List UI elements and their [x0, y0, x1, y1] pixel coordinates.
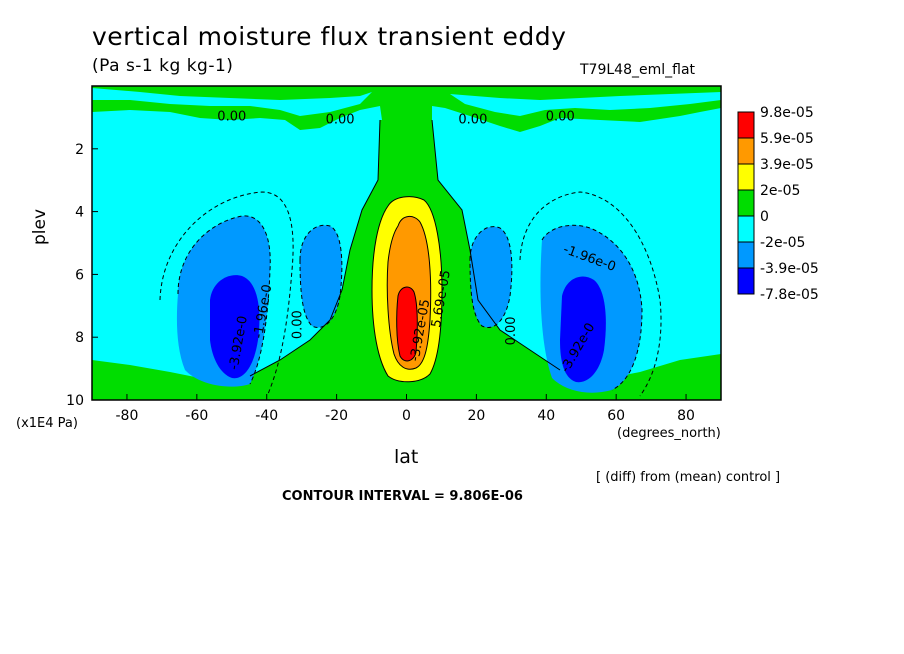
colorbar-label: 9.8e-05 — [760, 105, 814, 121]
plot-area — [92, 86, 721, 400]
positive-contours — [249, 119, 561, 383]
x-tick-label: 0 — [402, 408, 411, 424]
colorbar-label: 5.9e-05 — [760, 131, 814, 147]
colorbar-label: -3.9e-05 — [760, 261, 819, 277]
y-tick-label: 10 — [66, 393, 84, 409]
x-tick-label: -40 — [255, 408, 278, 424]
fill-deepblue-left — [210, 275, 260, 379]
y-tick-label: 8 — [75, 330, 84, 346]
x-axis-unit: (degrees_north) — [617, 426, 721, 441]
colorbar-swatch — [737, 267, 755, 295]
contour-interval: CONTOUR INTERVAL = 9.806E-06 — [282, 489, 523, 504]
y-tick-label: 6 — [75, 267, 84, 283]
colorbar-swatch — [737, 189, 755, 217]
x-tick-label: 20 — [467, 408, 485, 424]
contour-label: 0.00 — [326, 113, 355, 128]
negative-contours — [159, 191, 662, 397]
colorbar-label: -7.8e-05 — [760, 287, 819, 303]
y-axis-ticks: 2 4 6 8 10 — [66, 142, 98, 409]
colorbar-swatch — [737, 163, 755, 191]
contour-label: 0.00 — [458, 113, 487, 128]
fill-red-core — [396, 287, 418, 361]
colorbar-label: 0 — [760, 209, 769, 225]
fill-cyan-top-right — [450, 92, 721, 116]
colorbar-swatch — [737, 215, 755, 243]
x-tick-label: 80 — [677, 408, 695, 424]
x-tick-label: -80 — [116, 408, 139, 424]
contour-label: 0.00 — [504, 316, 519, 345]
colorbar-swatch — [737, 241, 755, 269]
x-tick-label: -20 — [325, 408, 348, 424]
contour-label: 0.00 — [291, 310, 306, 339]
x-axis-ticks: -80 -60 -40 -20 0 20 40 60 80 — [116, 394, 695, 424]
y-tick-label: 2 — [75, 142, 84, 158]
y-tick-label: 4 — [75, 205, 84, 221]
x-tick-label: 40 — [537, 408, 555, 424]
colorbar: 9.8e-05 5.9e-05 3.9e-05 2e-05 0 -2e-05 -3.9e-0… — [737, 105, 819, 303]
run-name: T79L48_eml_flat — [580, 62, 696, 78]
colorbar-swatch — [737, 137, 755, 165]
colorbar-swatch — [737, 111, 755, 139]
fill-blue-mid-left — [300, 225, 342, 328]
fill-cyan-top-left — [92, 88, 372, 116]
chart-title: vertical moisture flux transient eddy — [92, 22, 567, 51]
x-tick-label: -60 — [185, 408, 208, 424]
colorbar-label: -2e-05 — [760, 235, 805, 251]
y-axis-unit: (x1E4 Pa) — [16, 416, 78, 431]
contour-label: 0.00 — [217, 110, 246, 125]
contour-label: 0.00 — [546, 110, 575, 125]
colorbar-label: 3.9e-05 — [760, 157, 814, 173]
colorbar-label: 2e-05 — [760, 183, 800, 199]
x-tick-label: 60 — [607, 408, 625, 424]
fill-deepblue-right — [560, 276, 606, 383]
fill-blue-mid-right — [470, 226, 512, 328]
diff-note: [ (diff) from (mean) control ] — [596, 470, 781, 485]
x-axis-label: lat — [394, 446, 419, 468]
chart-subtitle: (Pa s-1 kg kg-1) — [92, 56, 234, 76]
